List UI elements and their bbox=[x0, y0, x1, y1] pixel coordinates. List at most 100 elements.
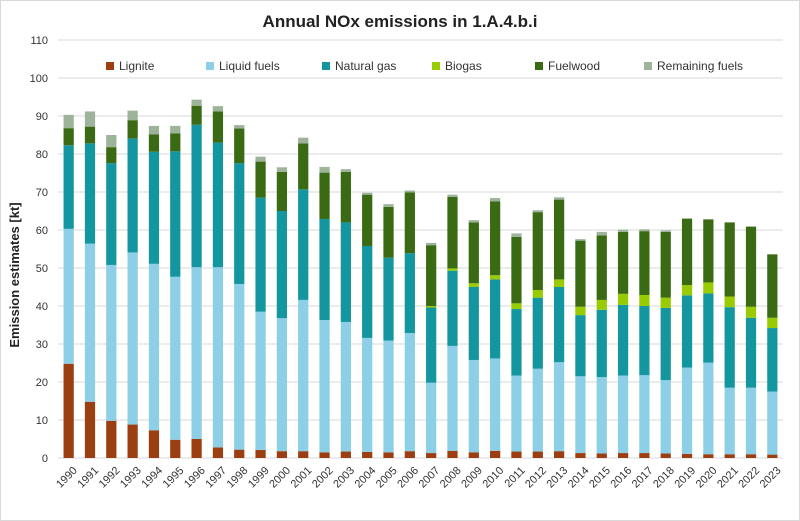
bar-lignite-2000 bbox=[276, 451, 288, 458]
bar-natural-gas-2016 bbox=[617, 304, 629, 376]
bar-lignite-2013 bbox=[553, 451, 565, 458]
bar-remaining-fuels-1994 bbox=[148, 125, 160, 135]
x-tick-label: 2018 bbox=[651, 465, 677, 491]
bar-natural-gas-2007 bbox=[426, 307, 437, 383]
bar-fuelwood-2008 bbox=[447, 196, 458, 269]
bar-fuelwood-1997 bbox=[212, 111, 224, 143]
x-tick-label: 2002 bbox=[310, 465, 336, 491]
bar-remaining-fuels-1998 bbox=[234, 125, 245, 129]
x-tick-label: 2008 bbox=[438, 465, 464, 491]
bar-fuelwood-2012 bbox=[532, 212, 543, 291]
bar-liquid-fuels-2021 bbox=[724, 387, 735, 455]
bar-lignite-1995 bbox=[170, 439, 181, 458]
bar-remaining-fuels-1993 bbox=[127, 110, 138, 121]
bar-remaining-fuels-2002 bbox=[319, 166, 330, 173]
legend-label-lignite: Lignite bbox=[119, 59, 155, 73]
bar-lignite-2007 bbox=[426, 453, 437, 458]
y-tick-labels: 0 10 20 30 40 50 60 70 80 90 100 110 bbox=[30, 35, 48, 465]
bar-liquid-fuels-2012 bbox=[532, 368, 543, 452]
x-tick-label: 2012 bbox=[523, 465, 549, 491]
bar-natural-gas-1993 bbox=[127, 138, 138, 253]
x-tick-label: 1993 bbox=[118, 465, 144, 491]
bar-lignite-2020 bbox=[703, 454, 714, 458]
bar-remaining-fuels-2009 bbox=[468, 220, 479, 223]
bar-remaining-fuels-2006 bbox=[404, 190, 415, 193]
bar-lignite-2004 bbox=[362, 451, 373, 458]
bar-biogas-2007 bbox=[426, 306, 437, 308]
bar-remaining-fuels-2014 bbox=[575, 239, 586, 241]
bar-lignite-2023 bbox=[767, 454, 778, 458]
x-tick-label: 2003 bbox=[331, 465, 357, 491]
bar-lignite-2006 bbox=[404, 451, 415, 458]
bar-lignite-2011 bbox=[511, 451, 522, 458]
bar-lignite-1998 bbox=[234, 449, 245, 458]
bar-remaining-fuels-2004 bbox=[362, 192, 373, 195]
y-tick-label: 20 bbox=[36, 377, 48, 389]
bar-lignite-1997 bbox=[212, 447, 224, 458]
bar-fuelwood-2001 bbox=[298, 143, 309, 190]
bar-natural-gas-2005 bbox=[383, 257, 394, 341]
y-tick-label: 110 bbox=[30, 35, 48, 47]
bar-liquid-fuels-1998 bbox=[234, 283, 245, 450]
gridlines bbox=[58, 39, 783, 459]
bar-fuelwood-1998 bbox=[234, 128, 245, 164]
x-tick-label: 1998 bbox=[225, 465, 251, 491]
legend-swatch-biogas bbox=[432, 62, 440, 70]
bar-liquid-fuels-2019 bbox=[681, 367, 693, 454]
bar-lignite-2016 bbox=[617, 453, 629, 458]
bar-lignite-1999 bbox=[255, 450, 266, 458]
bar-liquid-fuels-2018 bbox=[660, 380, 671, 454]
bar-remaining-fuels-2007 bbox=[426, 242, 437, 246]
bar-biogas-2020 bbox=[703, 282, 714, 294]
x-tick-label: 2013 bbox=[545, 465, 571, 491]
bar-liquid-fuels-2010 bbox=[490, 358, 501, 451]
y-tick-label: 0 bbox=[42, 453, 48, 465]
x-tick-label: 1996 bbox=[182, 465, 208, 491]
legend-swatch-liquid-fuels bbox=[206, 62, 214, 70]
bar-fuelwood-2007 bbox=[426, 245, 437, 306]
bar-fuelwood-2023 bbox=[767, 254, 778, 318]
bar-lignite-1996 bbox=[191, 439, 202, 458]
bar-liquid-fuels-2009 bbox=[468, 359, 479, 453]
bar-remaining-fuels-1990 bbox=[63, 114, 74, 129]
bar-lignite-2017 bbox=[639, 453, 650, 458]
x-tick-label: 2009 bbox=[459, 465, 485, 491]
bar-biogas-2008 bbox=[447, 268, 458, 271]
bar-fuelwood-2013 bbox=[553, 199, 565, 280]
bar-natural-gas-1990 bbox=[63, 145, 74, 229]
bar-remaining-fuels-1999 bbox=[255, 156, 266, 162]
bar-lignite-2014 bbox=[575, 453, 586, 458]
bar-lignite-2002 bbox=[319, 452, 330, 458]
legend-swatch-remaining-fuels bbox=[644, 62, 652, 70]
bar-natural-gas-1995 bbox=[170, 151, 181, 277]
y-tick-label: 30 bbox=[36, 339, 48, 351]
bar-natural-gas-1996 bbox=[191, 124, 202, 268]
x-tick-label: 2000 bbox=[267, 465, 293, 491]
bar-liquid-fuels-2003 bbox=[340, 321, 351, 452]
bar-lignite-1992 bbox=[106, 420, 117, 458]
bar-natural-gas-2004 bbox=[362, 245, 373, 338]
bar-natural-gas-1997 bbox=[212, 142, 224, 268]
bar-natural-gas-2001 bbox=[298, 189, 309, 300]
bar-natural-gas-2021 bbox=[724, 307, 735, 388]
bar-natural-gas-2018 bbox=[660, 307, 671, 381]
bar-biogas-2011 bbox=[511, 303, 522, 310]
x-tick-label: 2015 bbox=[587, 465, 613, 491]
bar-natural-gas-2008 bbox=[447, 270, 458, 346]
bar-remaining-fuels-2000 bbox=[276, 167, 288, 172]
bar-lignite-2012 bbox=[532, 451, 543, 458]
bar-fuelwood-2002 bbox=[319, 172, 330, 219]
bar-lignite-2018 bbox=[660, 453, 671, 458]
bar-fuelwood-1996 bbox=[191, 105, 202, 125]
bar-fuelwood-1994 bbox=[148, 134, 160, 152]
bar-liquid-fuels-2016 bbox=[617, 375, 629, 454]
y-axis-label: Emission estimates [kt] bbox=[7, 202, 22, 347]
bar-biogas-2015 bbox=[596, 299, 607, 310]
bar-liquid-fuels-1999 bbox=[255, 311, 266, 451]
bar-fuelwood-2020 bbox=[703, 219, 714, 283]
bar-natural-gas-2011 bbox=[511, 309, 522, 376]
bar-natural-gas-2023 bbox=[767, 328, 778, 392]
bar-natural-gas-2017 bbox=[639, 306, 650, 376]
bar-biogas-2022 bbox=[745, 306, 757, 318]
bar-natural-gas-1998 bbox=[234, 163, 245, 284]
